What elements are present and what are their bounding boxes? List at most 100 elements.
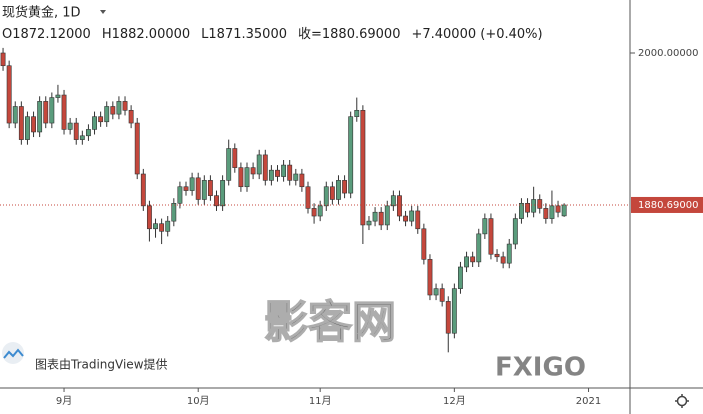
candle-body [445,301,451,334]
ohlc-value: 收=1880.69000 [298,27,400,42]
candle-body [470,256,476,263]
candle-body [342,180,348,194]
candle-body [67,122,73,130]
candle-body [311,208,317,217]
candle-body [494,253,500,258]
y-tick-label: 2000.00000 [638,48,698,59]
logo: FXIGO [495,353,586,383]
last-price-label: 1880.69000 [638,200,698,211]
settings-icon[interactable] [675,394,689,408]
x-tick-label: 12月 [443,395,466,407]
candle-body [262,154,268,181]
candle-body [183,186,189,191]
candle-body [397,195,402,217]
candle-body [49,97,55,124]
candle-body [451,288,457,334]
candle-body [220,180,226,207]
candle-body [79,135,85,140]
candle-body [409,210,415,222]
candle-body [299,173,305,188]
candle-body [549,205,555,219]
candle-body [543,208,549,219]
candle-body [268,169,274,181]
candle-body [305,186,311,209]
candle-body [177,186,183,204]
candle-body [12,106,18,124]
candle-body [55,94,61,98]
symbol: 现货黄金, 1D [2,5,81,21]
candle-body [73,122,79,140]
candle-body [214,195,219,207]
candle-body [98,116,104,123]
candle-body [433,288,439,296]
candle-body [415,210,421,230]
candle-body [317,205,323,217]
candle-body [31,116,36,133]
candle-body [61,94,67,130]
attribution[interactable]: 图表由TradingView提供 [35,357,168,372]
candle-body [195,177,201,200]
candle-body [153,223,158,230]
candle-body [207,180,213,196]
candle-body [232,148,238,168]
candle-body [43,101,49,124]
candle-body [238,167,244,188]
ohlc-value: L1871.35000 [201,27,287,42]
candle-body [250,167,256,175]
candle-body [323,186,329,207]
candle-body [122,101,128,111]
candle-body [116,101,122,115]
candle-body [366,220,372,226]
candle-body [92,116,97,130]
candle-body [348,116,354,194]
candle-body [171,202,177,222]
candle-body [555,205,561,213]
candle-body [421,228,427,260]
candle-body [427,259,433,296]
candle-body [25,116,30,140]
candle-body [336,180,341,200]
candle-body [500,256,506,264]
candle-body [506,243,512,264]
candle-body [146,205,152,230]
candle-body [140,173,146,207]
candle-body [439,288,445,302]
candle-body [512,218,518,245]
candle-body [561,204,567,217]
candle-body [464,256,469,268]
candle-body [244,167,250,188]
candle-body [360,110,366,226]
candle-body [85,129,91,137]
candle-body [165,220,171,232]
x-tick-label: 11月 [309,395,332,407]
candle-body [189,177,195,191]
candle-body [390,195,396,207]
interval-dropdown[interactable] [100,10,106,14]
candle-body [281,164,287,177]
candle-body [378,211,384,226]
ohlc-value: H1882.00000 [102,27,190,42]
candle-body [0,52,6,67]
candle-body [6,65,12,124]
last-price-box [631,196,703,213]
ohlc-value: O1872.12000 [2,27,91,42]
candle-body [537,199,543,209]
tradingview-logo[interactable] [2,342,24,364]
candle-body [476,233,482,263]
candle-body [384,205,390,226]
candle-body [159,223,165,232]
candle-body [531,199,537,213]
candle-body [37,101,43,133]
candle-body [110,106,116,115]
watermark: 影客网 [264,297,396,348]
candle-body [403,215,409,222]
candle-body [287,164,293,181]
candle-body [275,169,280,177]
candle-body [519,202,524,219]
candle-body [293,173,299,181]
candle-body [134,122,140,175]
candles [0,47,567,353]
ohlc-value: +7.40000 (+0.40%) [411,27,542,42]
candle-body [525,202,530,213]
